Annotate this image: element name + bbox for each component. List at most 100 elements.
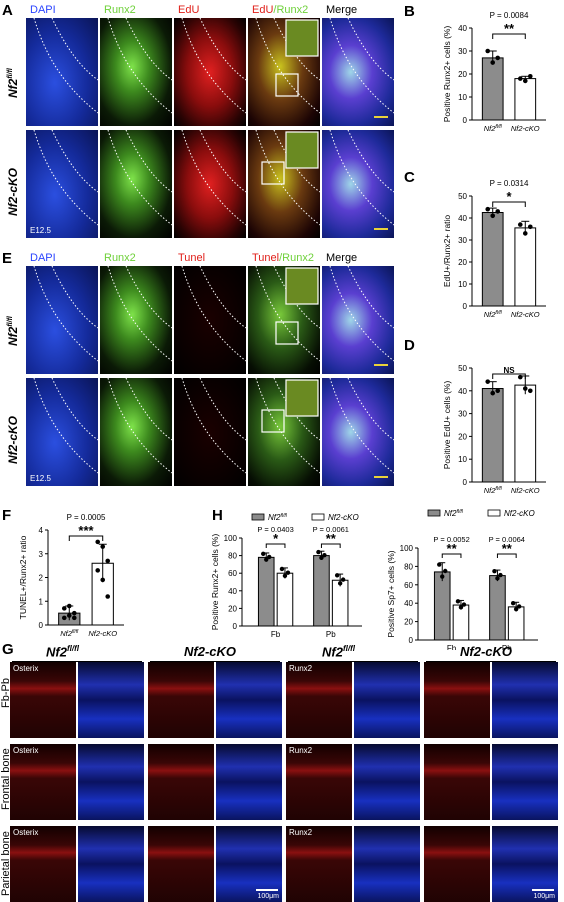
group-title-sup: fl/fl [66, 644, 79, 653]
significance-bracket [492, 373, 526, 379]
data-point [495, 576, 500, 581]
tissue-outline [255, 18, 320, 114]
data-point [337, 581, 343, 586]
data-point [490, 60, 496, 65]
stage-label: E12.5 [30, 226, 51, 235]
chart-H2: 0 20 40 60 80 100 Positive Sp7+ cells (%) Nf2fl… [386, 509, 538, 650]
bar [331, 579, 349, 627]
data-point [322, 552, 327, 558]
data-point [316, 549, 321, 555]
p-value: P = 0.0052 [433, 535, 469, 544]
y-tick-label: 40 [458, 214, 467, 223]
bar-0 [481, 57, 504, 121]
g-micrograph-stain: Osterix [10, 662, 76, 738]
micrograph-runx2-row2 [100, 130, 172, 238]
bar-1 [514, 384, 537, 483]
bar [489, 575, 506, 641]
bar [433, 571, 451, 641]
data-point [458, 605, 464, 610]
micrograph-tunel-runx2-row1 [248, 266, 320, 374]
micrograph-tunel-runx2-row2 [248, 378, 320, 486]
channel-label-dapi: DAPI [30, 4, 56, 16]
panel-label-a: A [2, 2, 13, 19]
scale-bar [532, 889, 554, 891]
data-point [267, 554, 272, 560]
category-label: Pb [502, 644, 512, 650]
g-micrograph-dapi [354, 744, 420, 820]
data-point [105, 558, 111, 564]
stain-label: Runx2 [289, 664, 313, 673]
y-axis-label: Positive Runx2+ cells (%) [210, 534, 220, 631]
bar [452, 604, 470, 641]
chart-H1: H 0 20 40 60 80 100 Positive Runx2+ cells (%) Nf… [210, 507, 362, 639]
y-tick-label: 2 [39, 574, 44, 583]
data-point [522, 386, 528, 391]
bar-0 [481, 388, 504, 483]
micrograph-dapi-row2 [26, 130, 98, 238]
data-point [485, 206, 491, 212]
data-point [490, 390, 496, 396]
y-tick-label: 0 [39, 621, 44, 630]
panel-label-h: H [212, 507, 223, 524]
significance-bracket [441, 553, 462, 558]
stain-label: Runx2 [289, 746, 313, 755]
micrograph-edu-runx2-row1 [248, 18, 320, 126]
group-title-text: Nf2 [46, 644, 67, 660]
group-underline [12, 661, 142, 662]
panel-label-d: D [404, 337, 415, 354]
g-micrograph-dapi [492, 744, 558, 820]
channel-label-runx2: Runx2 [104, 4, 136, 16]
y-tick-label: 30 [458, 410, 467, 419]
data-point [527, 224, 533, 230]
y-tick-label: 50 [458, 192, 467, 201]
data-point [517, 76, 523, 81]
y-tick-label: 20 [228, 604, 237, 613]
y-axis-label: Positive EdU+ cells (%) [442, 381, 452, 470]
data-point [71, 615, 77, 621]
y-tick-label: 3 [39, 550, 44, 559]
category-label: Nf2-cKO [511, 310, 540, 319]
g-micrograph-dapi [354, 826, 420, 902]
channel-label-merge: Merge [326, 252, 358, 264]
micrograph-tunel-row1 [174, 266, 246, 374]
g-micrograph-dapi: 100μm [492, 826, 558, 902]
channel-label-tunel: Tunel [178, 252, 206, 264]
y-tick-label: 0 [409, 636, 414, 645]
bar [507, 606, 525, 641]
bar [276, 572, 294, 627]
tissue-outline [255, 378, 320, 474]
group-title-sup: fl/fl [342, 644, 355, 653]
y-tick-label: 0 [463, 302, 468, 311]
significance-marker: ** [447, 541, 458, 556]
bar [313, 555, 330, 627]
stain-label: Osterix [13, 664, 39, 673]
micrograph-edu-row1 [174, 18, 246, 126]
data-point [279, 566, 285, 572]
micrograph-dapi-row1 [26, 266, 98, 374]
channel-label-tunel-runx2: Tunel/Runx2 [252, 252, 314, 264]
p-value: P = 0.0314 [490, 179, 529, 188]
y-axis-label: TUNEL+/Runx2+ ratio [18, 535, 28, 619]
y-tick-label: 0 [463, 116, 468, 125]
micrograph-runx2-row1 [100, 266, 172, 374]
channel-label-part: Tunel [252, 252, 280, 264]
y-tick-label: 10 [458, 93, 467, 102]
group-title-1: Nf2fl/fl [46, 644, 79, 659]
bar-0 [481, 212, 504, 307]
data-point [100, 577, 106, 583]
y-tick-label: 40 [228, 587, 237, 596]
channel-label-part: /Runx2 [279, 252, 314, 264]
g-micrograph-stain [148, 826, 214, 902]
y-tick-label: 20 [458, 70, 467, 79]
g-micrograph-dapi [216, 744, 282, 820]
stain-label: Osterix [13, 828, 39, 837]
micrograph-runx2-row2 [100, 378, 172, 486]
g-micrograph-stain [424, 826, 490, 902]
legend-label: Nf2-cKO [504, 509, 535, 518]
y-tick-label: 50 [458, 364, 467, 373]
legend-label: Nf2-cKO [328, 513, 359, 522]
y-tick-label: 100 [400, 544, 414, 553]
category-label: Nf2-cKO [511, 486, 540, 495]
data-point [100, 544, 106, 549]
